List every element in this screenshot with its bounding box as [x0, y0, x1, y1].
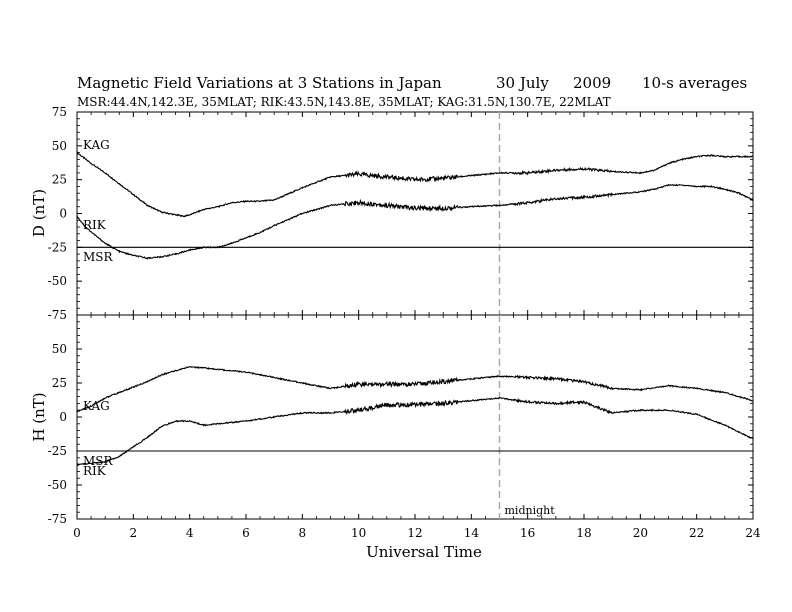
x-tick-label: 6 [242, 526, 250, 540]
h-y-tick-label: 25 [52, 376, 67, 390]
h-series-label-rik: RIK [83, 464, 107, 478]
d-y-tick-label: 50 [52, 139, 67, 153]
x-tick-label: 16 [520, 526, 535, 540]
d-y-tick-label: -50 [48, 274, 67, 288]
x-tick-label: 0 [73, 526, 81, 540]
x-tick-label: 10 [351, 526, 366, 540]
h-series-label-msr: MSR [83, 454, 114, 468]
d-y-tick-label: 75 [52, 105, 67, 119]
h-series-kag-line [76, 365, 754, 413]
chart-date: 30 July [496, 74, 549, 92]
chart-title: Magnetic Field Variations at 3 Stations … [77, 74, 442, 92]
d-series-rik-line [76, 183, 754, 260]
h-y-tick-label: 0 [59, 410, 67, 424]
d-y-tick-label: 25 [52, 173, 67, 187]
h-y-axis-label: H (nT) [30, 392, 48, 441]
x-tick-label: 4 [186, 526, 194, 540]
d-component-panel: 75 50 25 0 -25 -50 -75 D (nT) KAG RIK MSR [30, 105, 754, 322]
d-series-kag-line [76, 151, 754, 218]
h-series-rik-line [76, 397, 754, 467]
d-series-label-msr: MSR [83, 250, 114, 264]
d-y-tick-label: -25 [48, 240, 67, 254]
x-tick-label: 24 [745, 526, 761, 540]
x-tick-label: 14 [464, 526, 480, 540]
h-y-tick-label: -25 [48, 444, 67, 458]
d-y-axis-label: D (nT) [30, 189, 48, 237]
station-coordinates: MSR:44.4N,142.3E, 35MLAT; RIK:43.5N,143.… [77, 95, 611, 109]
d-y-tick-label: 0 [59, 207, 67, 221]
x-tick-label: 8 [299, 526, 307, 540]
x-tick-label: 22 [689, 526, 704, 540]
chart-averaging: 10-s averages [642, 74, 747, 92]
x-tick-label: 18 [576, 526, 591, 540]
h-y-tick-label: 50 [52, 342, 67, 356]
midnight-annotation: midnight [505, 504, 556, 517]
h-y-tick-label: -75 [48, 512, 67, 526]
d-series-label-rik: RIK [83, 218, 107, 232]
d-series-label-kag: KAG [83, 138, 110, 152]
x-tick-label: 12 [407, 526, 422, 540]
x-tick-label: 2 [130, 526, 138, 540]
h-y-tick-label: -50 [48, 478, 67, 492]
d-y-tick-label: -75 [48, 308, 67, 322]
h-series-label-kag: KAG [83, 399, 110, 413]
x-axis-label: Universal Time [366, 543, 482, 561]
chart-year: 2009 [573, 74, 611, 92]
x-tick-label: 20 [633, 526, 648, 540]
